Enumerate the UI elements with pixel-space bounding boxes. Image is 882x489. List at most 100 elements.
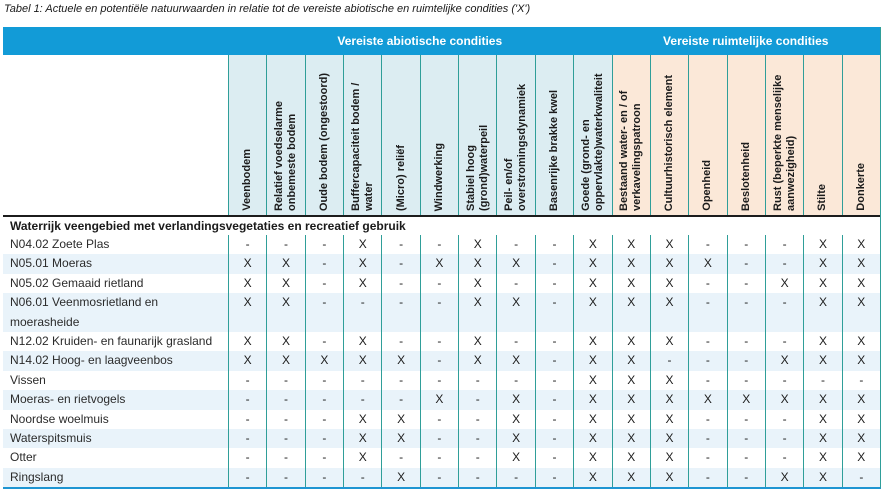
- table-cell: -: [496, 273, 534, 294]
- table-cell: X: [611, 467, 650, 488]
- row-label: N06.01 Veenmosrietland en moerasheide: [10, 295, 159, 329]
- table-cell: X: [841, 235, 880, 255]
- table-cell: -: [228, 429, 266, 449]
- column-header-label: Windwerking: [432, 142, 445, 211]
- column-header-row: Veenbodem Relatief voedselarme onbemeste …: [3, 55, 880, 217]
- table-cell: X: [228, 332, 266, 352]
- table-cell: X: [803, 293, 841, 333]
- table-cell: -: [381, 390, 419, 410]
- table-cell: X: [573, 370, 611, 391]
- table-cell: -: [458, 370, 496, 391]
- table-cell: X: [266, 273, 304, 294]
- table-cell: X: [611, 273, 650, 294]
- table-cell: X: [573, 235, 611, 255]
- table-cell: X: [841, 332, 880, 352]
- column-header-label: Stilte: [816, 184, 829, 211]
- table-cell: -: [458, 429, 496, 449]
- table-cell: X: [458, 332, 496, 352]
- group-header-spatial: Vereiste ruimtelijke condities: [663, 34, 829, 48]
- table-cell: -: [304, 235, 343, 255]
- table-cell: -: [496, 467, 534, 488]
- table-cell: X: [343, 448, 381, 468]
- table-cell: X: [611, 429, 650, 449]
- table-cell: X: [573, 273, 611, 294]
- table-cell: X: [573, 390, 611, 410]
- table-cell: X: [381, 351, 419, 371]
- table-cell: X: [266, 254, 304, 274]
- column-header-15: Rust (beperkte menselijke aanwezigheid): [764, 55, 804, 215]
- table-row: Waterspitsmuis - - - X X - - X - X X X - - - X X: [3, 429, 880, 449]
- table-cell: -: [228, 409, 266, 430]
- table-cell: -: [534, 351, 573, 371]
- table-cell: X: [649, 467, 688, 488]
- table-cell: -: [726, 332, 765, 352]
- column-header-1: Veenbodem: [228, 55, 267, 215]
- table-cell: -: [726, 235, 765, 255]
- table-cell: X: [266, 332, 304, 352]
- table-cell: -: [304, 293, 343, 333]
- table-cell: X: [649, 254, 688, 274]
- table-cell: -: [381, 254, 419, 274]
- column-header-12: Cultuurhistorisch element: [649, 55, 689, 215]
- table-cell: -: [458, 467, 496, 488]
- table-cell: X: [764, 390, 803, 410]
- table-cell: X: [573, 448, 611, 468]
- table-cell: -: [726, 293, 765, 333]
- table-row: N14.02 Hoog- en laagveenbos X X X X X - X X - X X - -…: [3, 351, 880, 371]
- table-cell: -: [419, 448, 458, 468]
- table-cell: X: [611, 370, 650, 391]
- section-header: Waterrijk veengebied met verlandingsvege…: [3, 217, 880, 235]
- table-cell: -: [304, 448, 343, 468]
- table-cell: -: [534, 273, 573, 294]
- table-cell: -: [304, 390, 343, 410]
- table-cell: X: [228, 254, 266, 274]
- table-cell: -: [266, 370, 304, 391]
- table-cell: -: [304, 370, 343, 391]
- table-cell: X: [688, 254, 726, 274]
- table-cell: X: [841, 390, 880, 410]
- table-cell: -: [688, 370, 726, 391]
- table-cell: -: [419, 409, 458, 430]
- column-header-label: Oude bodem (ongestoord): [317, 72, 330, 211]
- column-header-3: Oude bodem (ongestoord): [304, 55, 344, 215]
- table-cell: X: [764, 273, 803, 294]
- table-cell: -: [381, 370, 419, 391]
- column-header-label: Peil- en/of overstromingsdynamiek: [503, 83, 529, 211]
- group-header-abiotic: Vereiste abiotische condities: [337, 34, 503, 48]
- table-cell: -: [764, 448, 803, 468]
- column-header-label: Donkerte: [854, 163, 867, 211]
- table-cell: -: [458, 390, 496, 410]
- table-cell: X: [611, 293, 650, 333]
- table-cell: -: [726, 409, 765, 430]
- table-cell: -: [688, 273, 726, 294]
- table-cell: -: [764, 370, 803, 391]
- nature-values-table: Vereiste abiotische condities Vereiste r…: [3, 27, 881, 489]
- table-cell: X: [803, 390, 841, 410]
- table-cell: -: [496, 332, 534, 352]
- table-cell: -: [381, 448, 419, 468]
- table-cell: X: [496, 293, 534, 333]
- table-row: N06.01 Veenmosrietland en moerasheide X X -…: [3, 293, 880, 333]
- table-cell: X: [649, 332, 688, 352]
- table-cell: -: [304, 332, 343, 352]
- table-body: N04.02 Zoete Plas - - - X - - X - - X X X - - - X X N05.01…: [3, 235, 880, 488]
- table-cell: -: [228, 235, 266, 255]
- table-row: Moeras- en rietvogels - - - - - X - X - X X X X X X X X: [3, 390, 880, 410]
- table-cell: -: [228, 448, 266, 468]
- table-cell: X: [803, 429, 841, 449]
- table-cell: X: [649, 409, 688, 430]
- table-cell: X: [611, 448, 650, 468]
- column-header-label: Openheid: [701, 160, 714, 211]
- table-cell: -: [764, 332, 803, 352]
- table-cell: X: [688, 390, 726, 410]
- column-header-label: Veenbodem: [241, 149, 254, 211]
- table-row: N05.02 Gemaaid rietland X X - X - - X - - X X X - - X X X: [3, 273, 880, 294]
- table-cell: X: [496, 254, 534, 274]
- table-cell: -: [764, 254, 803, 274]
- column-header-label: Basenrijke brakke kwel: [548, 89, 560, 211]
- table-caption: Tabel 1: Actuele en potentiële natuurwaa…: [4, 3, 531, 15]
- table-cell: -: [688, 448, 726, 468]
- table-cell: -: [534, 235, 573, 255]
- table-cell: -: [266, 429, 304, 449]
- column-header-label: Bestaand water- en / of verkavelingspatr…: [618, 90, 644, 211]
